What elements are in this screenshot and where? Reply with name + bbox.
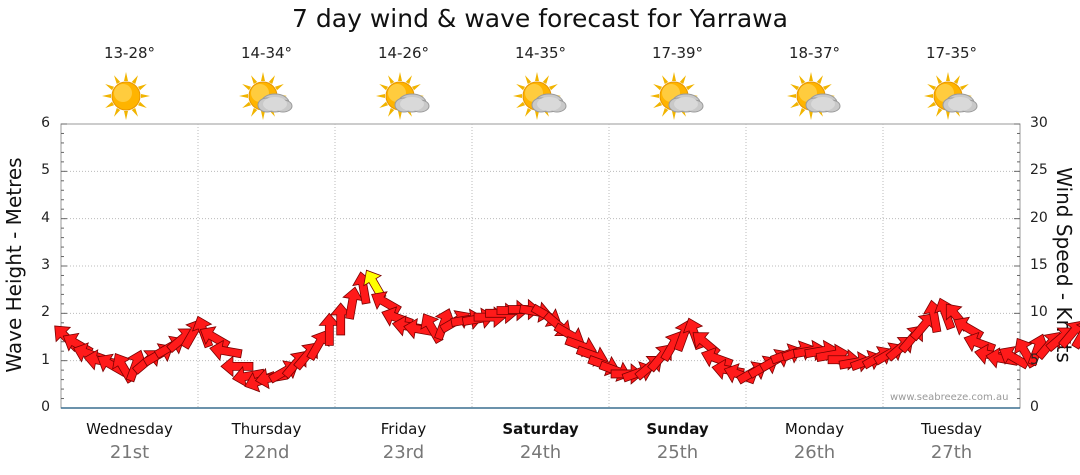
day-temperature-range: 17-39° xyxy=(651,44,704,62)
y-tick-label-left: 6 xyxy=(41,115,50,131)
partly-cloudy-icon xyxy=(922,70,982,122)
partly-cloudy-icon xyxy=(648,70,708,122)
partly-cloudy-icon xyxy=(785,70,845,122)
y-tick-label-right: 5 xyxy=(1030,351,1039,368)
y-tick-label-left: 5 xyxy=(41,162,50,179)
day-date-label: 24th xyxy=(519,442,562,463)
day-date-label: 25th xyxy=(656,442,699,463)
wind-arrow xyxy=(1058,320,1080,349)
y-tick-label-right: 10 xyxy=(1030,304,1048,321)
day-date-label: 26th xyxy=(793,442,836,463)
day-name-label: Tuesday xyxy=(920,420,983,438)
y-tick-label-right: 15 xyxy=(1030,257,1048,273)
day-name-label: Monday xyxy=(784,420,845,438)
partly-cloudy-icon xyxy=(511,70,571,122)
day-date-label: 27th xyxy=(930,442,973,463)
day-date-label: 22nd xyxy=(243,442,290,463)
y-tick-label-left: 4 xyxy=(41,209,50,226)
y-tick-label-right: 20 xyxy=(1030,209,1048,226)
watermark: www.seabreeze.com.au xyxy=(890,392,1009,403)
day-temperature-range: 14-34° xyxy=(240,44,293,62)
y-tick-label-left: 2 xyxy=(41,304,50,321)
day-temperature-range: 13-28° xyxy=(103,44,156,62)
partly-cloudy-icon xyxy=(237,70,297,122)
day-name-label: Sunday xyxy=(646,420,709,438)
wind-arrow xyxy=(1071,318,1080,350)
wind-arrow xyxy=(209,339,243,362)
day-name-label: Wednesday xyxy=(86,420,173,438)
y-tick-label-left: 0 xyxy=(41,399,50,415)
day-name-label: Thursday xyxy=(231,420,302,438)
day-temperature-range: 14-35° xyxy=(514,44,567,62)
chart-title: 7 day wind & wave forecast for Yarrawa xyxy=(292,4,788,33)
y-tick-label-right: 25 xyxy=(1030,162,1048,179)
day-date-label: 23rd xyxy=(382,442,425,463)
wind-arrow xyxy=(220,355,254,378)
day-name-label: Saturday xyxy=(502,420,579,438)
sun-icon xyxy=(100,70,160,122)
y-tick-label-left: 3 xyxy=(41,257,50,273)
y-tick-label-left: 1 xyxy=(41,351,50,368)
partly-cloudy-icon xyxy=(374,70,434,122)
day-temperature-range: 14-26° xyxy=(377,44,430,62)
y-tick-label-right: 0 xyxy=(1030,399,1039,415)
wind-arrow xyxy=(999,346,1030,370)
day-temperature-range: 17-35° xyxy=(925,44,978,62)
day-temperature-range: 18-37° xyxy=(788,44,841,62)
day-date-label: 21st xyxy=(109,442,150,463)
day-name-label: Friday xyxy=(380,420,427,438)
y-tick-label-right: 30 xyxy=(1030,115,1048,131)
